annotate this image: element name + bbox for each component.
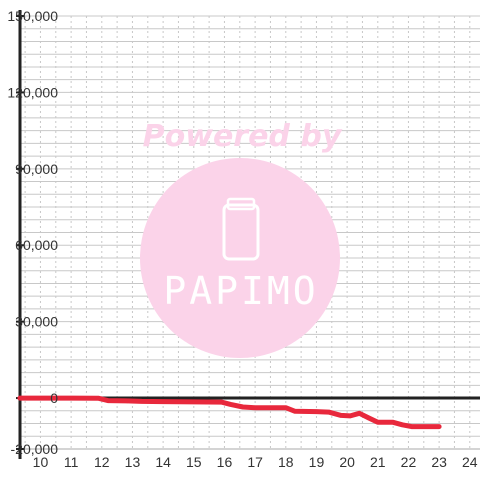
series: [17, 395, 442, 430]
x-tick-label: 11: [64, 454, 79, 470]
x-tick-label: 16: [217, 454, 233, 470]
tick-labels: 150,000 120,000 90,000 60,000 30,000 0 -20,000…: [7, 8, 477, 470]
watermark-brand: PAPIMO: [163, 269, 318, 313]
y-tick-label: 150,000: [7, 8, 58, 24]
y-tick-label: 120,000: [7, 84, 58, 100]
x-tick-label: 12: [94, 454, 110, 470]
y-tick-label: 60,000: [15, 237, 58, 253]
x-tick-label: 19: [309, 454, 325, 470]
y-tick-label: 30,000: [15, 314, 58, 330]
y-tick-label: -20,000: [11, 441, 59, 457]
series-line: [17, 395, 442, 430]
x-tick-label: 20: [339, 454, 355, 470]
x-tick-label: 22: [401, 454, 417, 470]
x-tick-label: 13: [125, 454, 141, 470]
watermark-powered-by: Powered by: [143, 119, 343, 154]
phone-icon: [222, 197, 260, 261]
x-tick-label: 17: [247, 454, 263, 470]
x-tick-label: 10: [33, 454, 49, 470]
x-tick-label: 15: [186, 454, 202, 470]
x-tick-label: 14: [155, 454, 171, 470]
y-tick-label: 90,000: [15, 161, 58, 177]
y-tick-label: 0: [50, 390, 58, 406]
x-tick-label: 21: [370, 454, 386, 470]
watermark: Powered by PAPIMO: [140, 119, 343, 358]
x-tick-label: 24: [462, 454, 478, 470]
x-tick-label: 23: [431, 454, 447, 470]
x-tick-label: 18: [278, 454, 294, 470]
